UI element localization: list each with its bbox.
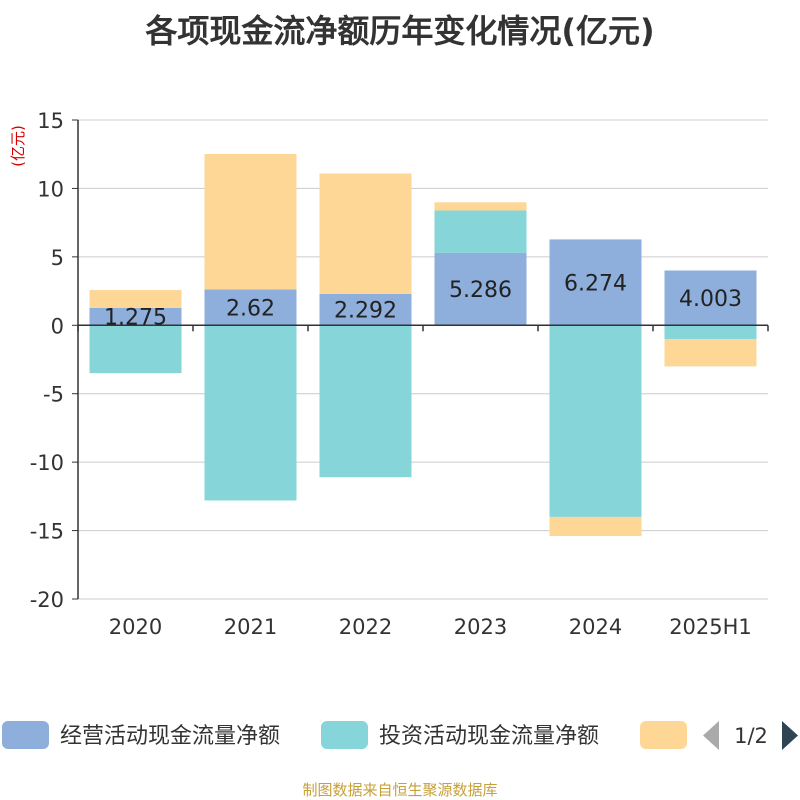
y-tick-label: -20 — [30, 588, 64, 612]
y-tick-label: -15 — [30, 520, 64, 544]
y-tick-label: 10 — [37, 177, 64, 201]
x-tick-label: 2022 — [339, 615, 392, 639]
legend-swatch — [321, 721, 368, 749]
y-tick-label: -5 — [43, 383, 64, 407]
bar-segment-2-2020 — [89, 325, 182, 374]
x-tick-label: 2024 — [569, 615, 622, 639]
y-tick-label: 0 — [51, 314, 64, 338]
bar-segment-2-2022 — [319, 325, 412, 478]
bar-segment-2-2024 — [549, 325, 642, 517]
data-label: 4.003 — [679, 287, 742, 312]
axes: 15 10 5 0 -5 -10 -15 -20 2020 2021 2022 2023 2024 202… — [9, 109, 769, 639]
legend: 经营活动现金流量净额 投资活动现金流量净额 1/2 — [2, 721, 798, 750]
legend-next-icon[interactable] — [782, 721, 798, 750]
bar-segment-3-2023 — [434, 202, 527, 211]
x-tick-label: 2021 — [224, 615, 277, 639]
bar-segment-2-2021 — [204, 325, 297, 501]
bar-segment-1-2020 — [89, 307, 182, 326]
bar-segment-3-2021 — [204, 153, 297, 290]
bar-segment-3-2025H1 — [664, 338, 757, 367]
legend-item-3[interactable] — [640, 721, 687, 749]
data-label: 2.62 — [226, 296, 275, 321]
legend-item-1[interactable]: 经营活动现金流量净额 — [2, 721, 280, 749]
data-label: 2.292 — [334, 299, 397, 324]
bar-segment-3-2020 — [89, 290, 182, 308]
x-tick-label: 2023 — [454, 615, 507, 639]
x-tick-label: 2020 — [109, 615, 162, 639]
data-label: 1.275 — [104, 306, 167, 331]
bars — [89, 153, 757, 537]
legend-page-indicator: 1/2 — [734, 724, 768, 748]
legend-swatch — [640, 721, 687, 749]
data-label: 5.286 — [449, 278, 512, 303]
legend-prev-icon[interactable] — [703, 721, 719, 750]
y-axis-label: (亿元) — [9, 125, 27, 167]
data-label: 6.274 — [564, 271, 627, 296]
bar-segment-1-2023 — [434, 252, 527, 326]
bar-segment-1-2025H1 — [664, 270, 757, 326]
bar-segment-2-2025H1 — [664, 325, 757, 339]
bar-segment-2-2023 — [434, 210, 527, 253]
legend-item-2[interactable]: 投资活动现金流量净额 — [321, 721, 599, 749]
legend-label: 投资活动现金流量净额 — [379, 724, 599, 749]
bar-segment-3-2022 — [319, 173, 412, 294]
data-labels: 1.275 2.62 2.292 5.286 6.274 4.003 — [104, 271, 742, 330]
y-tick-label: -10 — [30, 451, 64, 475]
bar-segment-1-2024 — [549, 239, 642, 326]
y-tick-label: 5 — [51, 246, 64, 270]
legend-label: 经营活动现金流量净额 — [60, 724, 280, 749]
bar-segment-3-2024 — [549, 516, 642, 537]
bar-segment-1-2021 — [204, 289, 297, 326]
x-tick-label: 2025H1 — [669, 615, 752, 639]
chart-title: 各项现金流净额历年变化情况(亿元) — [145, 12, 655, 50]
y-tick-label: 15 — [37, 109, 64, 133]
bar-segment-1-2022 — [319, 293, 412, 326]
legend-swatch — [2, 721, 49, 749]
source-note: 制图数据来自恒生聚源数据库 — [302, 781, 498, 799]
